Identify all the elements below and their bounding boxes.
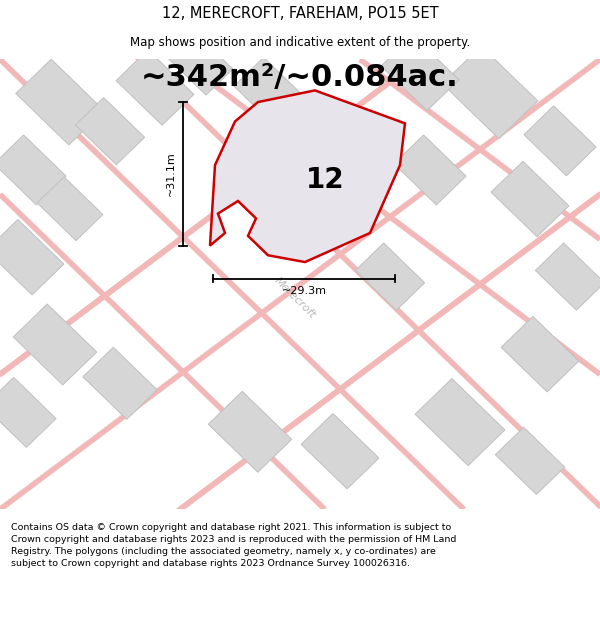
- Text: Contains OS data © Crown copyright and database right 2021. This information is : Contains OS data © Crown copyright and d…: [11, 523, 456, 568]
- Text: Map shows position and indicative extent of the property.: Map shows position and indicative extent…: [130, 36, 470, 49]
- Polygon shape: [116, 50, 194, 125]
- Polygon shape: [442, 46, 538, 139]
- Text: 12, MERECROFT, FAREHAM, PO15 5ET: 12, MERECROFT, FAREHAM, PO15 5ET: [161, 6, 439, 21]
- Text: Merecroft: Merecroft: [272, 276, 317, 321]
- Polygon shape: [501, 316, 579, 392]
- Polygon shape: [167, 31, 233, 95]
- Polygon shape: [0, 219, 64, 295]
- Polygon shape: [355, 243, 425, 310]
- Polygon shape: [491, 161, 569, 237]
- Polygon shape: [16, 59, 104, 145]
- Polygon shape: [301, 414, 379, 489]
- Text: ~342m²/~0.084ac.: ~342m²/~0.084ac.: [141, 63, 459, 92]
- Polygon shape: [210, 91, 405, 262]
- Polygon shape: [535, 243, 600, 310]
- Polygon shape: [76, 98, 145, 165]
- Text: ~29.3m: ~29.3m: [281, 286, 326, 296]
- Polygon shape: [415, 379, 505, 466]
- Polygon shape: [37, 177, 103, 241]
- Polygon shape: [496, 428, 565, 494]
- Polygon shape: [394, 135, 466, 205]
- Polygon shape: [83, 348, 157, 419]
- Polygon shape: [234, 58, 306, 127]
- Polygon shape: [13, 304, 97, 385]
- Polygon shape: [208, 391, 292, 472]
- Polygon shape: [381, 35, 459, 111]
- Polygon shape: [0, 135, 66, 205]
- Text: ~31.1m: ~31.1m: [166, 151, 176, 196]
- Text: 12: 12: [305, 166, 344, 194]
- Polygon shape: [0, 378, 56, 448]
- Polygon shape: [524, 106, 596, 176]
